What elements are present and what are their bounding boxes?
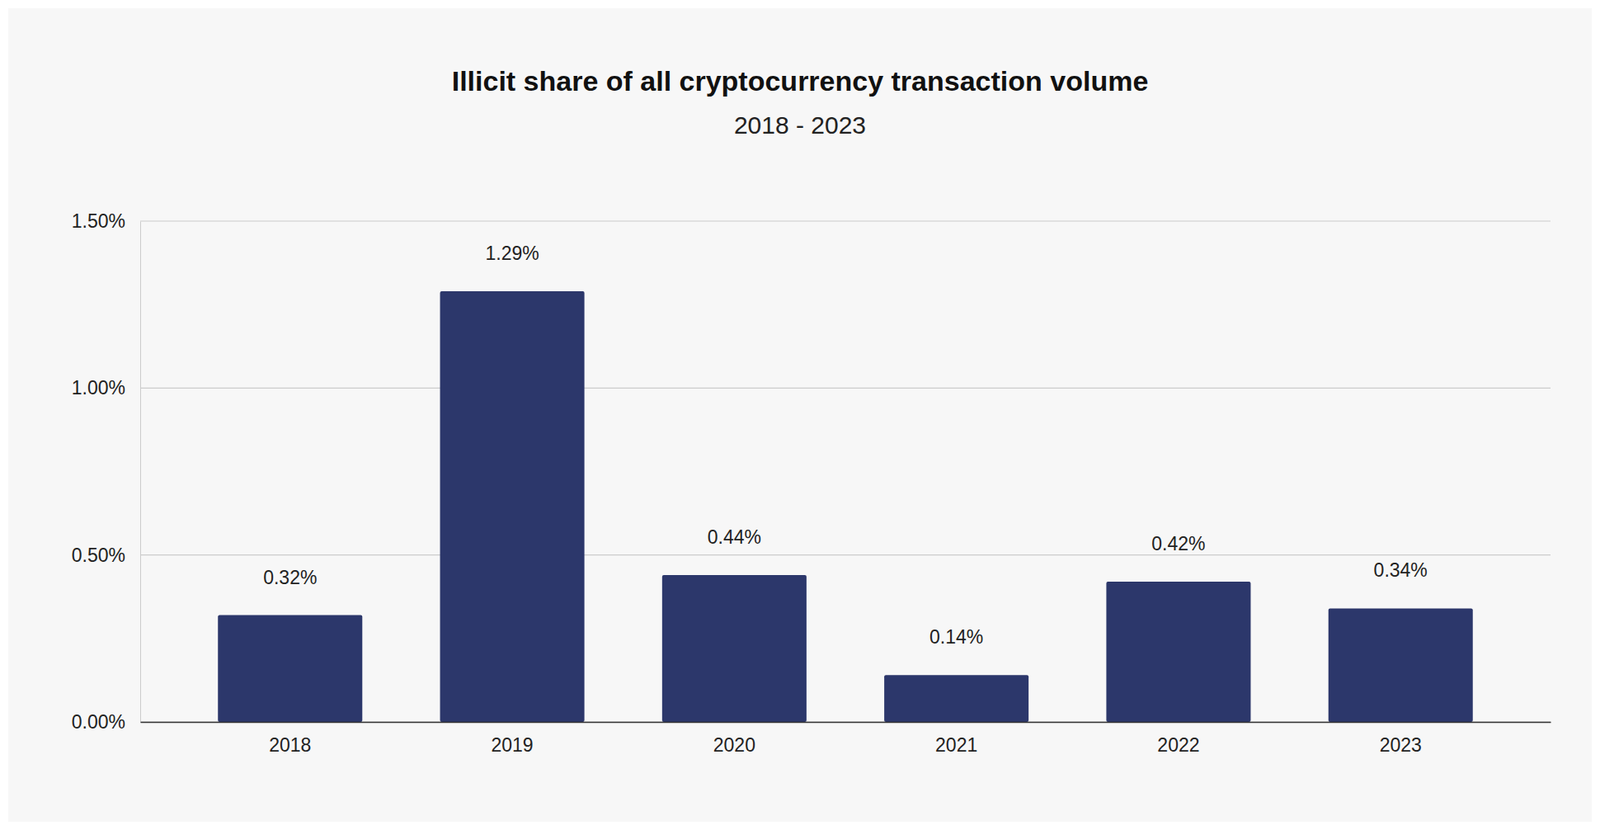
data-label: 0.32%: [263, 566, 317, 589]
x-axis-line: [141, 721, 1552, 724]
x-tick-label: 2019: [490, 734, 533, 756]
x-tick: 2019: [490, 721, 533, 756]
y-tick: 1.00%: [71, 376, 141, 399]
x-tick-label: 2023: [1379, 734, 1422, 756]
data-label: 0.14%: [929, 625, 984, 648]
bar: [1328, 607, 1473, 722]
grid: [140, 221, 1551, 722]
x-tick-label: 2020: [713, 734, 756, 756]
bars: [217, 291, 1473, 722]
grid-line: [140, 220, 1551, 222]
x-tick: 2023: [1379, 721, 1422, 756]
data-label: 0.44%: [707, 526, 762, 548]
x-tick: 2018: [268, 721, 311, 756]
y-tick-label: 0.00%: [71, 710, 126, 733]
y-tick: 1.50%: [71, 210, 141, 232]
bar: [1105, 581, 1251, 722]
chart: Illicit share of all cryptocurrency tran…: [0, 0, 1600, 830]
x-tick-label: 2018: [268, 734, 311, 756]
x-tick: 2020: [713, 721, 756, 756]
x-tick: 2021: [935, 721, 978, 756]
y-axis: 0.00% 0.50% 1.00% 1.50%: [71, 210, 142, 733]
x-tick-label: 2022: [1157, 734, 1200, 756]
y-tick-label: 1.50%: [71, 210, 126, 232]
data-label: 1.29%: [484, 242, 539, 264]
y-tick: 0.50%: [71, 544, 141, 566]
x-tick-label: 2021: [935, 734, 978, 756]
bar: [662, 574, 807, 722]
y-tick: 0.00%: [71, 710, 141, 733]
subtitle: 2018 - 2023: [734, 111, 866, 139]
bar: [217, 615, 363, 722]
data-label: 0.34%: [1374, 559, 1428, 581]
bar: [884, 674, 1029, 722]
background: [8, 8, 1592, 822]
title: Illicit share of all cryptocurrency tran…: [451, 65, 1149, 97]
data-labels: 0.32% 1.29% 0.44% 0.14% 0.42% 0.34%: [263, 242, 1428, 648]
grid-line: [140, 554, 1551, 556]
y-tick-label: 0.50%: [71, 544, 126, 566]
bar: [440, 291, 585, 722]
y-tick-label: 1.00%: [71, 376, 126, 399]
x-axis: 2018 2019 2020 2021 2022 2023: [141, 721, 1552, 756]
y-axis-line: [140, 221, 142, 723]
grid-line: [140, 387, 1551, 389]
x-tick: 2022: [1157, 721, 1200, 756]
data-label: 0.42%: [1151, 532, 1205, 555]
